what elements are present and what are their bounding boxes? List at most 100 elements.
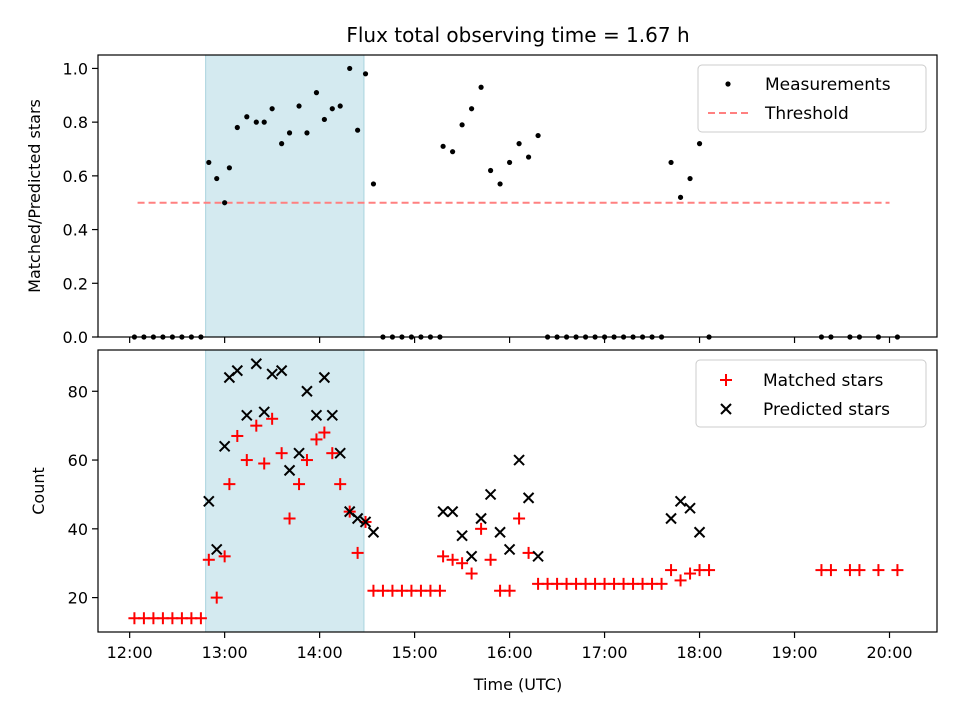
predicted-star-point [275,364,288,377]
highlight-span [205,54,365,338]
predicted-star-point [359,516,372,528]
predicted-star-point [334,447,346,459]
measurement-point [234,124,240,131]
matched-star-point [433,584,446,597]
measurement-point [506,159,513,166]
measurement-point [244,114,250,120]
measurement-point [535,132,541,139]
predicted-star-point [367,526,380,538]
matched-star-point [266,412,279,425]
measurement-point [468,106,475,112]
measurement-point [337,103,343,109]
bottom-y-axis-label: Count [29,467,48,515]
y-tick-label: 0.6 [63,167,88,186]
measurement-point [214,175,220,182]
predicted-star-point [318,371,331,384]
predicted-star-point [258,406,270,418]
matched-star-point [231,429,244,442]
measurement-point [449,149,456,155]
x-axis-label: Time (UTC) [473,675,562,694]
matched-star-point [446,553,459,566]
threshold-legend-label: Threshold [764,104,849,124]
predicted-star-point [465,550,478,563]
predicted-star-point [494,526,506,538]
matched-star-point [703,564,716,577]
top-legend-box [697,64,927,133]
measurement-point [296,103,302,109]
predicted-stars-series [203,358,706,563]
y-tick-label: 0.8 [63,113,88,132]
matched-star-point [351,546,364,559]
top-y-ticks: 0.0 0.2 0.4 0.6 0.8 1.0 [63,59,98,347]
matched-star-point [665,564,678,577]
measurement-point [313,90,320,96]
predicted-star-point [301,385,313,397]
matched-star-point [853,564,866,577]
measurements-legend-marker [725,81,731,87]
matched-star-point [310,433,323,446]
measurement-point [687,175,693,182]
predicted-star-point [326,409,338,422]
measurement-point [370,181,377,187]
measurement-point [459,122,465,128]
ratio-panel: Flux total observing time = 1.67 h 0.00.… [25,23,938,347]
predicted-star-point [437,505,449,518]
highlight-span-rect [205,349,365,633]
top-axes-frame [97,54,938,338]
matched-star-point [210,591,223,604]
top-y-axis-label: Matched/Predicted stars [25,99,44,293]
x-tick-label: 12:00 [107,643,153,662]
matched-star-point [872,564,885,577]
top-x-ticks [129,337,891,343]
predicted-star-point [503,543,516,556]
y-tick-label: 0.4 [63,221,88,240]
matched-star-point [437,550,450,563]
matched-star-point [283,512,296,525]
predicted-star-point [283,464,296,477]
highlight-span-rect [205,54,365,338]
x-tick-label: 13:00 [202,643,248,662]
measurement-point [226,165,232,171]
x-tick-label: 19:00 [771,643,817,662]
matched-star-point [475,522,488,535]
measurement-point [497,181,503,187]
predicted-star-point [293,447,305,459]
measurement-point [347,65,353,72]
y-tick-label: 0.2 [63,274,88,293]
bottom-y-ticks: 20 40 60 80 [68,382,98,608]
predicted-star-point [674,495,687,508]
measurement-point [279,141,285,147]
measurement-point [222,200,228,206]
y-tick-label: 40 [68,520,88,539]
matched-star-point [318,426,331,439]
matched-star-point [334,478,347,491]
matched-star-point [484,553,497,566]
measurement-point [355,127,361,133]
matched-star-point [250,419,263,432]
measurement-point [329,106,335,112]
measurement-point [487,167,494,174]
y-tick-label: 60 [68,451,88,470]
measurement-point [516,141,522,147]
measurement-point [696,141,703,147]
bottom-legend-box [695,359,927,428]
predicted-star-point [456,530,468,542]
measurement-point [304,130,310,136]
y-tick-label: 0.0 [63,328,88,347]
matched-star-point [293,478,306,491]
predicted-star-point [522,492,535,504]
measurement-point [677,194,684,200]
matched-star-point [503,584,516,597]
predicted-star-point [484,488,497,501]
matched-star-point [684,567,697,580]
matched-star-point [891,564,904,577]
predicted-star-point [266,368,278,380]
predicted-star-point [532,550,544,563]
measurements-legend-label: Measurements [765,75,891,95]
measurement-point [321,116,327,123]
predicted-star-point [446,505,459,518]
predicted-star-point [513,454,525,466]
predicted-star-point [475,512,487,525]
measurement-point [286,130,293,136]
